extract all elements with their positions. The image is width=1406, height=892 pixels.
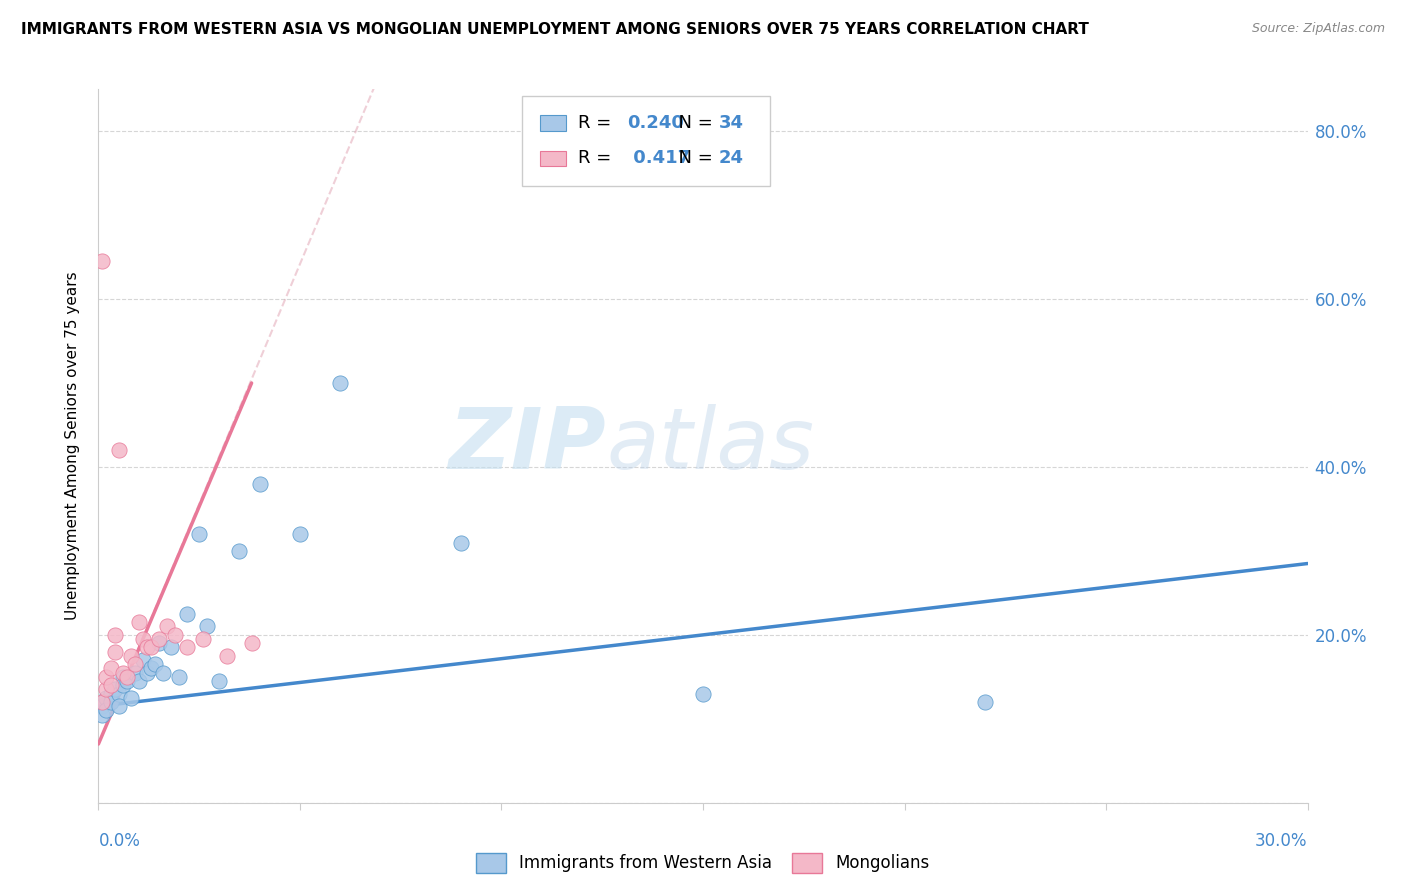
Point — [974, 695, 997, 709]
Point — [91, 695, 114, 709]
Point — [96, 670, 118, 684]
Point — [100, 695, 122, 709]
Point — [193, 632, 215, 646]
Point — [91, 707, 114, 722]
Point — [111, 670, 134, 684]
Point — [100, 687, 122, 701]
Text: 30.0%: 30.0% — [1256, 831, 1308, 849]
Point — [139, 640, 162, 655]
Point — [135, 640, 157, 655]
Point — [107, 699, 129, 714]
Point — [124, 665, 146, 680]
Point — [692, 687, 714, 701]
Point — [107, 443, 129, 458]
Point — [96, 690, 118, 705]
Text: IMMIGRANTS FROM WESTERN ASIA VS MONGOLIAN UNEMPLOYMENT AMONG SENIORS OVER 75 YEA: IMMIGRANTS FROM WESTERN ASIA VS MONGOLIA… — [21, 22, 1090, 37]
Point — [176, 640, 198, 655]
Point — [329, 376, 352, 390]
Point — [96, 703, 118, 717]
Point — [103, 628, 125, 642]
Point — [450, 535, 472, 549]
Point — [91, 699, 114, 714]
Text: 24: 24 — [718, 150, 744, 168]
Text: R =: R = — [578, 150, 617, 168]
Text: 0.240: 0.240 — [627, 114, 683, 132]
Point — [120, 648, 142, 663]
Point — [128, 615, 150, 630]
Point — [167, 670, 190, 684]
Text: 0.417: 0.417 — [627, 150, 690, 168]
Point — [139, 661, 162, 675]
Text: ZIP: ZIP — [449, 404, 606, 488]
Point — [249, 476, 271, 491]
Point — [132, 653, 155, 667]
Point — [152, 665, 174, 680]
Legend: Immigrants from Western Asia, Mongolians: Immigrants from Western Asia, Mongolians — [470, 847, 936, 880]
Point — [96, 682, 118, 697]
Point — [176, 607, 198, 621]
FancyBboxPatch shape — [522, 96, 769, 186]
Point — [111, 678, 134, 692]
Point — [100, 678, 122, 692]
Point — [91, 254, 114, 268]
Point — [124, 657, 146, 672]
Point — [228, 544, 250, 558]
Point — [135, 665, 157, 680]
Point — [111, 665, 134, 680]
Point — [120, 690, 142, 705]
FancyBboxPatch shape — [540, 151, 567, 166]
Text: N =: N = — [666, 114, 718, 132]
Point — [115, 674, 138, 689]
Point — [103, 682, 125, 697]
Point — [208, 674, 231, 689]
Text: atlas: atlas — [606, 404, 814, 488]
Point — [143, 657, 166, 672]
Point — [103, 645, 125, 659]
Point — [128, 674, 150, 689]
Point — [148, 636, 170, 650]
Y-axis label: Unemployment Among Seniors over 75 years: Unemployment Among Seniors over 75 years — [65, 272, 80, 620]
Point — [115, 670, 138, 684]
FancyBboxPatch shape — [540, 115, 567, 130]
Point — [240, 636, 263, 650]
Point — [217, 648, 239, 663]
Text: R =: R = — [578, 114, 617, 132]
Point — [132, 632, 155, 646]
Text: 0.0%: 0.0% — [98, 831, 141, 849]
Text: Source: ZipAtlas.com: Source: ZipAtlas.com — [1251, 22, 1385, 36]
Text: N =: N = — [666, 150, 718, 168]
Point — [288, 527, 311, 541]
Text: 34: 34 — [718, 114, 744, 132]
Point — [156, 619, 179, 633]
Point — [160, 640, 183, 655]
Point — [107, 687, 129, 701]
Point — [188, 527, 211, 541]
Point — [100, 661, 122, 675]
Point — [148, 632, 170, 646]
Point — [163, 628, 186, 642]
Point — [195, 619, 218, 633]
